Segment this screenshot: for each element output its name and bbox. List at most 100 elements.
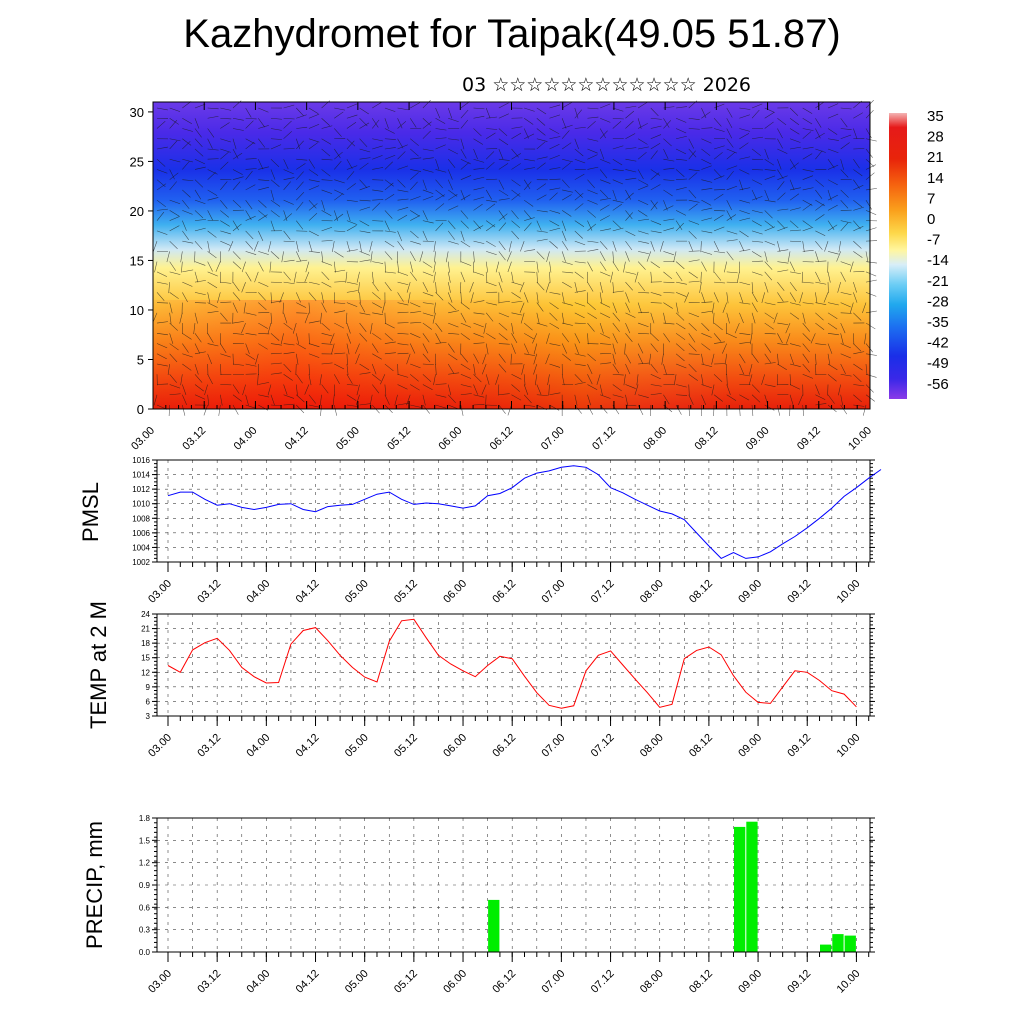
wind-barb	[536, 138, 548, 142]
wind-barb	[726, 165, 738, 170]
wind-barb	[448, 193, 458, 201]
wind-barb	[359, 302, 366, 313]
wind-barb	[169, 225, 180, 232]
wind-barb	[422, 230, 428, 242]
y-tick-label: 1002	[132, 558, 150, 567]
wind-barb	[751, 210, 763, 214]
wind-barb	[789, 146, 801, 150]
wind-barb	[587, 210, 596, 218]
wind-barb	[549, 187, 561, 191]
wind-barb	[612, 203, 622, 211]
y-tick-label: 0.6	[139, 903, 151, 912]
wind-barb	[346, 322, 351, 334]
wind-barb	[511, 179, 521, 187]
wind-barb	[397, 333, 409, 335]
wind-barb	[435, 144, 446, 150]
wind-barb	[739, 230, 749, 238]
wind-barb	[508, 241, 512, 252]
wind-barb	[777, 169, 784, 179]
y-tick-label: 6	[146, 697, 151, 706]
wind-barb	[650, 125, 662, 129]
wind-barb	[827, 251, 839, 255]
wind-barb	[207, 169, 218, 175]
wind-barb	[255, 353, 259, 365]
wind-barb	[486, 203, 496, 211]
wind-barb	[156, 321, 168, 324]
wind-barb	[865, 138, 877, 142]
wind-barb	[498, 343, 510, 345]
wind-barb	[546, 333, 550, 344]
wind-barb	[321, 251, 324, 263]
wind-barb	[460, 271, 466, 283]
wind-barb	[156, 363, 168, 367]
wind-barb	[397, 118, 403, 129]
wind-barb	[625, 404, 637, 407]
wind-barb	[739, 341, 751, 344]
wind-barb	[321, 240, 333, 242]
wind-barb	[448, 372, 460, 375]
wind-barb	[561, 251, 566, 262]
wind-barb	[384, 182, 394, 191]
wind-barb	[587, 249, 599, 252]
wind-barb	[321, 261, 333, 266]
wind-barb	[739, 133, 750, 139]
wind-barb	[296, 302, 307, 308]
wind-barb	[486, 302, 497, 306]
wind-barb	[587, 223, 597, 232]
wind-barb	[625, 251, 630, 262]
wind-barb	[701, 301, 713, 303]
wind-barb	[739, 363, 744, 375]
wind-barb	[258, 138, 266, 148]
wind-barb	[283, 384, 288, 396]
wind-barb	[270, 189, 275, 201]
wind-barb	[549, 178, 561, 180]
wind-barb	[422, 195, 434, 201]
wind-barb	[308, 320, 320, 324]
wind-barb	[511, 153, 521, 160]
wind-barb	[650, 172, 660, 180]
wind-barb	[232, 394, 242, 402]
wind-barb	[612, 363, 620, 374]
wind-barb	[346, 302, 358, 307]
wind-barb	[713, 226, 725, 232]
wind-barb	[194, 227, 206, 232]
wind-barb	[789, 271, 801, 275]
wind-barb	[815, 132, 825, 139]
wind-barb	[207, 115, 219, 119]
wind-barb	[663, 302, 673, 309]
colorbar-label: 28	[927, 129, 944, 146]
wind-barb	[435, 128, 447, 131]
wind-barb	[612, 121, 622, 129]
wind-barb	[739, 107, 751, 110]
wind-barb	[865, 343, 873, 353]
wind-barb	[739, 404, 741, 416]
wind-barb	[561, 374, 565, 386]
wind-barb	[410, 240, 421, 245]
wind-barb	[232, 148, 239, 159]
wind-barb	[688, 172, 698, 180]
wind-barb	[308, 374, 312, 386]
wind-barb	[840, 394, 843, 406]
wind-barb	[840, 261, 852, 266]
wind-barb	[498, 128, 508, 136]
precip-bar	[734, 826, 746, 952]
wind-barb	[802, 374, 814, 379]
wind-barb	[245, 184, 256, 191]
wind-barb	[638, 333, 650, 335]
wind-barb	[473, 148, 478, 160]
wind-barb	[549, 292, 561, 295]
wind-barb	[296, 163, 306, 170]
wind-barb	[865, 148, 873, 158]
wind-barb	[802, 353, 810, 363]
wind-barb	[397, 165, 409, 170]
wind-barb	[270, 372, 282, 375]
wind-barb	[308, 333, 310, 345]
wind-barb	[625, 210, 633, 220]
wind-barb	[676, 106, 688, 109]
wind-barb	[481, 384, 487, 395]
wind-barb	[625, 322, 631, 334]
wind-barb	[308, 203, 318, 211]
wind-barb	[308, 343, 320, 348]
wind-barb	[334, 363, 345, 370]
wind-barb	[789, 312, 800, 320]
